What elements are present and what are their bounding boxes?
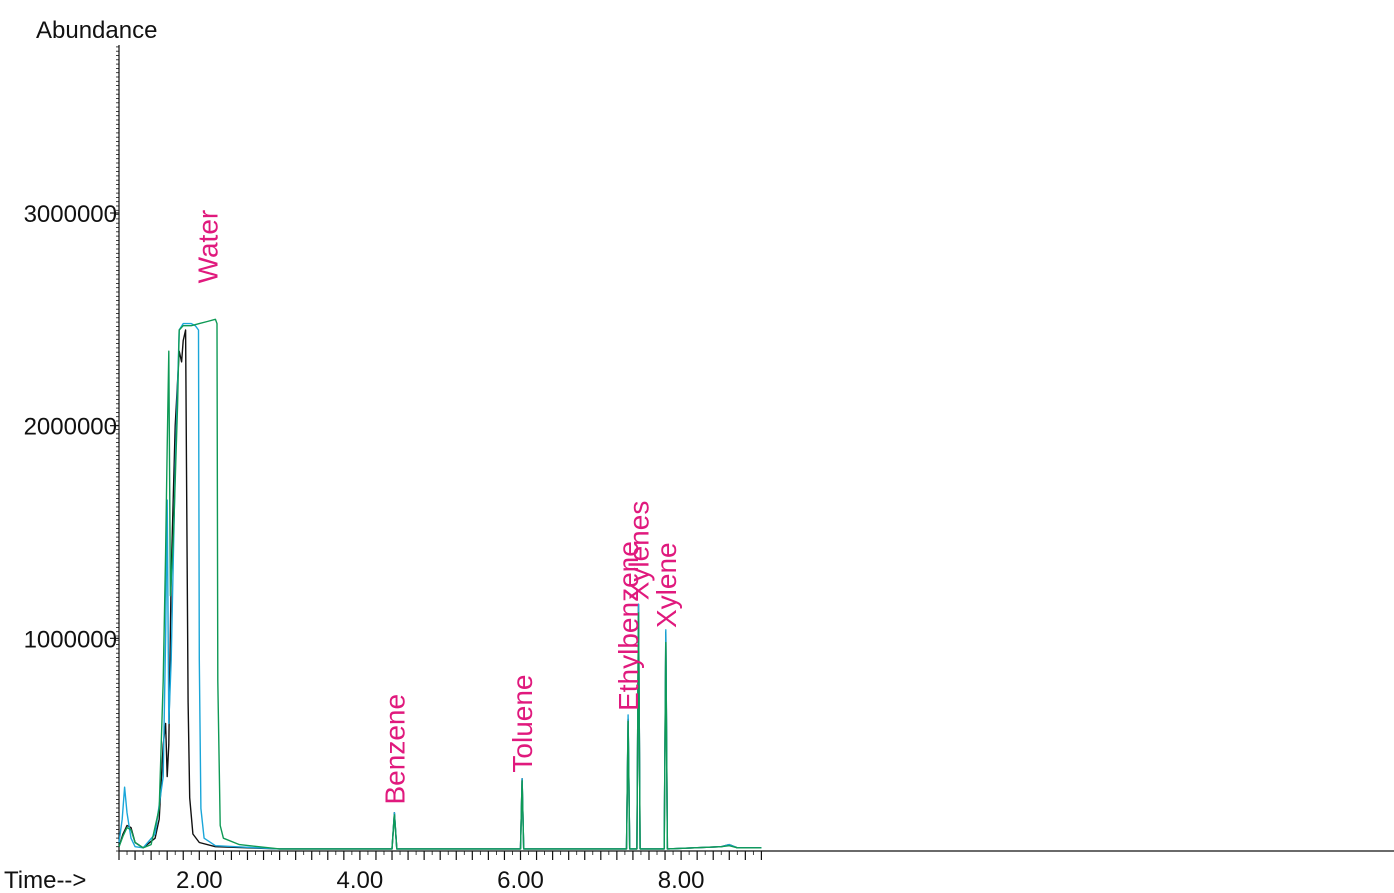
peak-label: Xylene: [651, 542, 682, 628]
y-axis: 1000000 2000000 3000000: [24, 45, 120, 852]
x-axis: 2.00 4.00 6.00 8.00: [118, 850, 1394, 893]
peak-label: Xylenes: [624, 501, 655, 601]
x-tick-label: 2.00: [176, 867, 223, 893]
series-layer: [118, 318, 762, 850]
y-tick-label: 1000000: [24, 626, 117, 653]
annotation-layer: Water Benzene Toluene EthylbenzeneXylenesXy…: [192, 210, 682, 805]
y-tick-label: 3000000: [24, 201, 117, 228]
x-tick-label: 8.00: [658, 867, 705, 893]
peak-label: Toluene: [507, 675, 538, 773]
x-axis-title: Time-->: [4, 867, 86, 893]
peak-label: Benzene: [379, 694, 410, 805]
peak-label: Ethylbenzene: [613, 541, 644, 711]
x-tick-label: 6.00: [497, 867, 544, 893]
series-line-3: [118, 318, 762, 850]
x-tick-label: 4.00: [337, 867, 384, 893]
y-tick-label: 2000000: [24, 414, 117, 441]
y-axis-title: Abundance: [36, 17, 157, 44]
peak-label: Water: [192, 210, 223, 284]
